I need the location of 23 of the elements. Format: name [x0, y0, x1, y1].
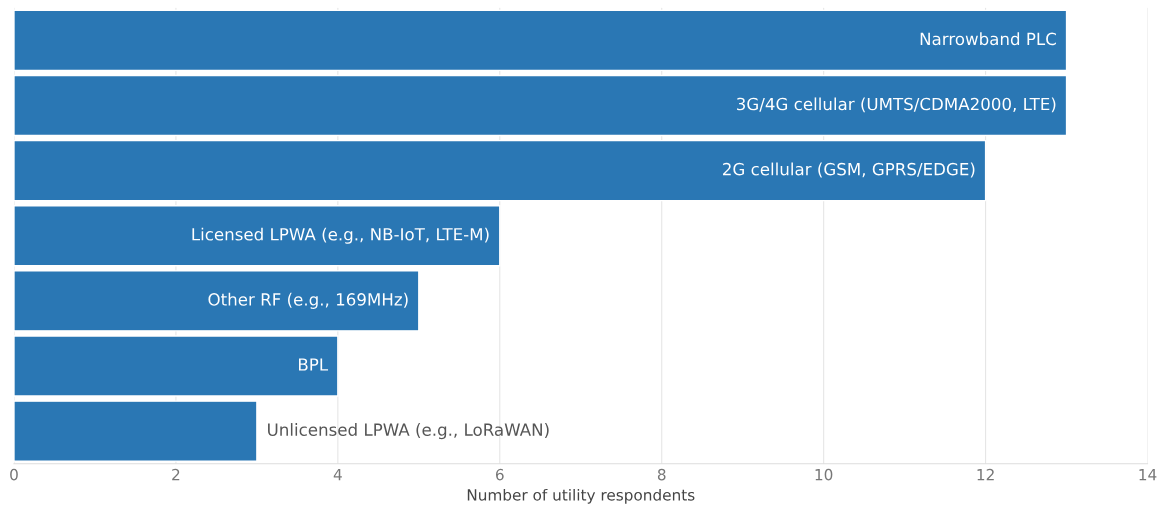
bar — [13, 74, 1068, 137]
x-tick-label: 4 — [333, 469, 342, 481]
bar — [13, 205, 501, 267]
bar — [13, 335, 339, 397]
x-axis-title: Number of utility respondents — [467, 488, 695, 504]
x-tick-label: 6 — [495, 468, 504, 481]
x-tick-label: 10 — [815, 468, 833, 481]
bar — [13, 400, 258, 462]
x-tick-label: 2 — [172, 468, 180, 481]
bar — [13, 270, 420, 332]
x-tick-label: 12 — [977, 468, 994, 481]
bar — [13, 139, 987, 202]
x-tick-label: 14 — [1139, 469, 1157, 481]
x-tick-label: 8 — [657, 468, 666, 481]
y-tick-label: Narrowband PLC — [920, 32, 1056, 46]
y-tick-label: Unlicensed LPWA (e.g., LoRaWAN) — [268, 423, 549, 440]
y-tick-label: BPL — [299, 358, 329, 371]
bar — [13, 9, 1068, 72]
y-tick-label: 3G/4G cellular (UMTS/CDMA2000, LTE) — [737, 97, 1056, 113]
y-tick-label: 2G cellular (GSM, GPRS/EDGE) — [723, 162, 975, 178]
y-tick-label: Other RF (e.g., 169MHz) — [208, 292, 408, 309]
x-tick-label: 0 — [10, 468, 18, 481]
y-tick-label: Licensed LPWA (e.g., NB-IoT, LTE-M) — [192, 227, 489, 244]
